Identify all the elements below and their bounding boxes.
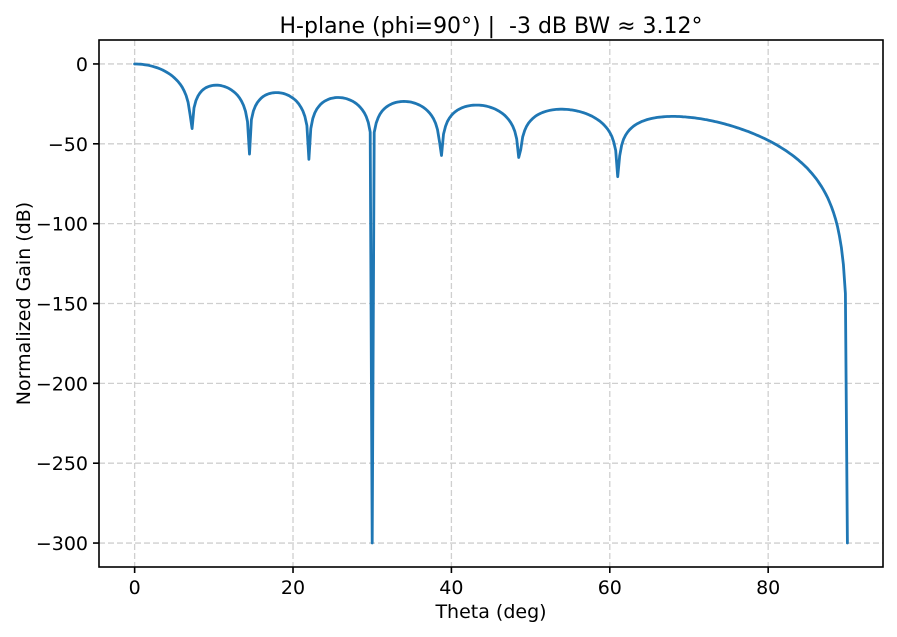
y-tick-label: −100 [36, 214, 88, 236]
y-axis-label: Normalized Gain (dB) [13, 202, 35, 405]
x-tick-label: 40 [439, 577, 463, 599]
x-tick-label: 20 [281, 577, 305, 599]
y-tick-label: −250 [36, 453, 88, 475]
gain-curve [133, 62, 849, 545]
x-axis-label: Theta (deg) [434, 601, 546, 623]
chart-title: H-plane (phi=90°) | -3 dB BW ≈ 3.12° [280, 14, 703, 39]
x-tick-label: 60 [598, 577, 622, 599]
grid [99, 40, 883, 567]
axis-ticks [93, 63, 769, 573]
x-tick-label: 80 [756, 577, 780, 599]
y-tick-label: 0 [76, 54, 88, 76]
y-tick-label: −150 [36, 294, 88, 316]
axis-tick-labels: 0 20 40 60 80 0 −50 −100 −150 −200 −250 −300 [36, 54, 780, 599]
y-tick-label: −50 [48, 134, 88, 156]
x-tick-label: 0 [129, 577, 141, 599]
y-tick-label: −200 [36, 373, 88, 395]
y-tick-label: −300 [36, 533, 88, 555]
